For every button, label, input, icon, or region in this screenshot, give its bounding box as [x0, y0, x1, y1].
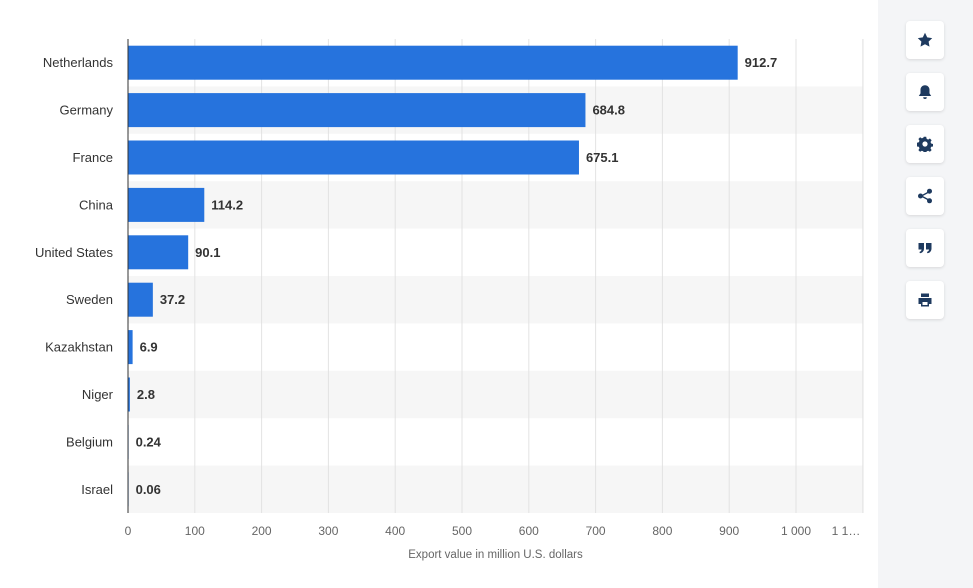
favorite-button[interactable] — [906, 21, 944, 59]
bar — [128, 45, 738, 80]
category-label: Germany — [60, 103, 114, 118]
notification-button[interactable] — [906, 73, 944, 111]
category-label: Sweden — [66, 292, 113, 307]
settings-button[interactable] — [906, 125, 944, 163]
bar — [128, 140, 579, 175]
gear-icon — [917, 136, 933, 152]
category-label: Israel — [81, 482, 113, 497]
bar — [128, 330, 133, 365]
row-band — [128, 276, 863, 324]
quote-icon — [918, 243, 932, 254]
cite-button[interactable] — [906, 229, 944, 267]
x-tick-label: 500 — [452, 524, 472, 538]
category-label: France — [73, 150, 113, 165]
value-label: 684.8 — [592, 103, 625, 118]
bar — [128, 235, 189, 270]
x-axis-title: Export value in million U.S. dollars — [408, 549, 583, 561]
row-band — [128, 181, 863, 229]
bar — [128, 282, 153, 317]
x-tick-label: 300 — [318, 524, 338, 538]
value-label: 114.2 — [211, 197, 243, 212]
x-tick-label: 900 — [719, 524, 739, 538]
x-tick-label: 400 — [385, 524, 405, 538]
bell-icon — [918, 85, 932, 99]
row-band — [128, 465, 863, 513]
bar — [128, 377, 130, 412]
value-label: 0.06 — [136, 482, 161, 497]
chart-card: Netherlands Germany France China United Stat… — [0, 0, 878, 588]
category-label: Niger — [82, 387, 114, 402]
x-tick-label: 800 — [652, 524, 672, 538]
value-label: 2.8 — [137, 387, 155, 402]
bars — [128, 45, 738, 507]
x-tick-label: 600 — [519, 524, 539, 538]
bar-chart: Netherlands Germany France China United Stat… — [35, 39, 864, 561]
share-icon — [918, 188, 932, 204]
row-band — [128, 370, 863, 419]
x-tick-label: 100 — [185, 524, 205, 538]
category-label: Netherlands — [43, 55, 114, 70]
printer-icon — [918, 293, 932, 307]
row-bands — [128, 86, 863, 513]
value-label: 675.1 — [586, 150, 619, 165]
value-label: 6.9 — [140, 340, 158, 355]
print-button[interactable] — [906, 281, 944, 319]
category-label: Belgium — [66, 434, 113, 449]
star-icon — [917, 32, 933, 47]
x-tick-label: 1 1… — [832, 524, 861, 538]
value-label: 90.1 — [195, 245, 220, 260]
x-tick-label: 700 — [586, 524, 606, 538]
x-tick-label: 0 — [125, 524, 132, 538]
category-label: Kazakhstan — [45, 340, 113, 355]
value-label: 0.24 — [136, 434, 162, 449]
x-tick-label: 200 — [252, 524, 272, 538]
category-labels: Netherlands Germany France China United Stat… — [35, 55, 114, 497]
category-label: China — [79, 197, 114, 212]
bar — [128, 93, 586, 128]
value-label: 37.2 — [160, 292, 185, 307]
value-labels: 912.7 684.8 675.1 114.2 90.1 37.2 6.9 2.8 0.24 0.… — [136, 55, 778, 497]
share-button[interactable] — [906, 177, 944, 215]
x-tick-label: 1 000 — [781, 524, 811, 538]
x-tick-labels: 0 100 200 300 400 500 600 700 800 900 1 000 1 1… — [125, 524, 861, 538]
bar — [128, 187, 205, 222]
value-label: 912.7 — [745, 55, 778, 70]
category-label: United States — [35, 245, 114, 260]
